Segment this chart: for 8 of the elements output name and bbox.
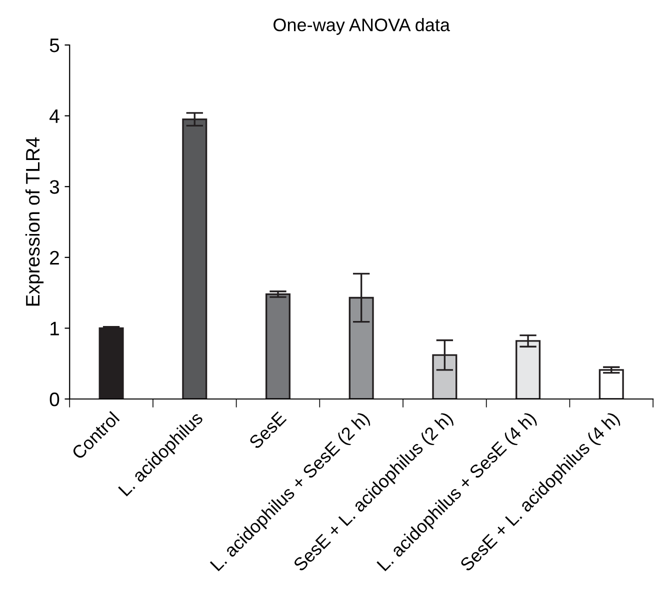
y-tick-label: 3 [50,180,60,194]
y-axis-title: Expression of TLR4 [25,137,44,306]
chart-title: One-way ANOVA data [274,18,450,35]
y-tick-label: 1 [50,322,59,336]
y-tick-label: 2 [50,250,59,264]
y-tick-label: 5 [50,38,60,52]
y-tick-label: 4 [50,109,60,123]
y-tick-label: 0 [50,392,60,406]
